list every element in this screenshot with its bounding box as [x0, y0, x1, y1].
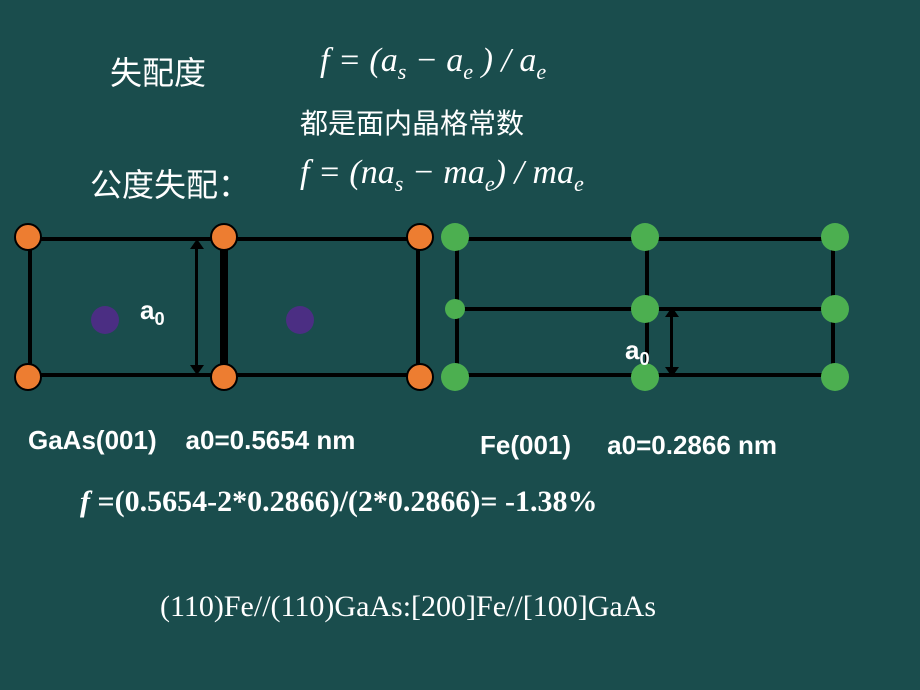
- orientation-line: (110)Fe//(110)GaAs:[200]Fe//[100]GaAs: [160, 590, 656, 624]
- atom-corner: [14, 363, 42, 391]
- atom-fe: [441, 363, 469, 391]
- formula-minus: −: [415, 42, 446, 79]
- fe-name: Fe(001): [480, 430, 571, 460]
- gaas-name: GaAs(001): [28, 425, 157, 455]
- gaas-cell-2: [224, 237, 420, 377]
- commensurate-formula: f = (nas − mae) / mae: [300, 154, 584, 197]
- atom-corner: [406, 363, 434, 391]
- atom-corner: [14, 223, 42, 251]
- note-text: 都是面内晶格常数: [300, 102, 524, 142]
- mismatch-label: 失配度: [110, 48, 206, 94]
- a0-label-fe: a0: [625, 335, 650, 370]
- atom-fe: [821, 295, 849, 323]
- a0-letter: a: [625, 335, 639, 365]
- a0-arrow-fe: [670, 313, 673, 371]
- atom-fe: [821, 223, 849, 251]
- atom-corner: [406, 223, 434, 251]
- atom-corner: [210, 363, 238, 391]
- lattice-diagrams: a0 a0: [0, 225, 920, 405]
- atom-fe: [445, 299, 465, 319]
- gaas-a0: a0=0.5654 nm: [186, 425, 356, 455]
- fe-a0: a0=0.2866 nm: [607, 430, 777, 460]
- a0-arrow-gaas: [195, 245, 198, 369]
- mismatch-formula: f = (as − ae ) / ae: [320, 42, 546, 85]
- atom-fe: [631, 223, 659, 251]
- formula-eq: = (: [338, 42, 381, 79]
- formula-f: f: [320, 42, 329, 79]
- formula-close: ) /: [482, 42, 520, 79]
- atom-center: [286, 306, 314, 334]
- a0-letter: a: [140, 295, 154, 325]
- calc-line: f =(0.5654-2*0.2866)/(2*0.2866)= -1.38%: [80, 485, 597, 519]
- atom-fe: [821, 363, 849, 391]
- atom-corner: [210, 223, 238, 251]
- commensurate-label: 公度失配：: [90, 160, 250, 206]
- atom-center: [91, 306, 119, 334]
- caption-fe: Fe(001) a0=0.2866 nm: [480, 430, 777, 461]
- atom-fe: [631, 295, 659, 323]
- atom-fe: [441, 223, 469, 251]
- caption-gaas: GaAs(001) a0=0.5654 nm: [28, 425, 355, 456]
- a0-label-gaas: a0: [140, 295, 165, 330]
